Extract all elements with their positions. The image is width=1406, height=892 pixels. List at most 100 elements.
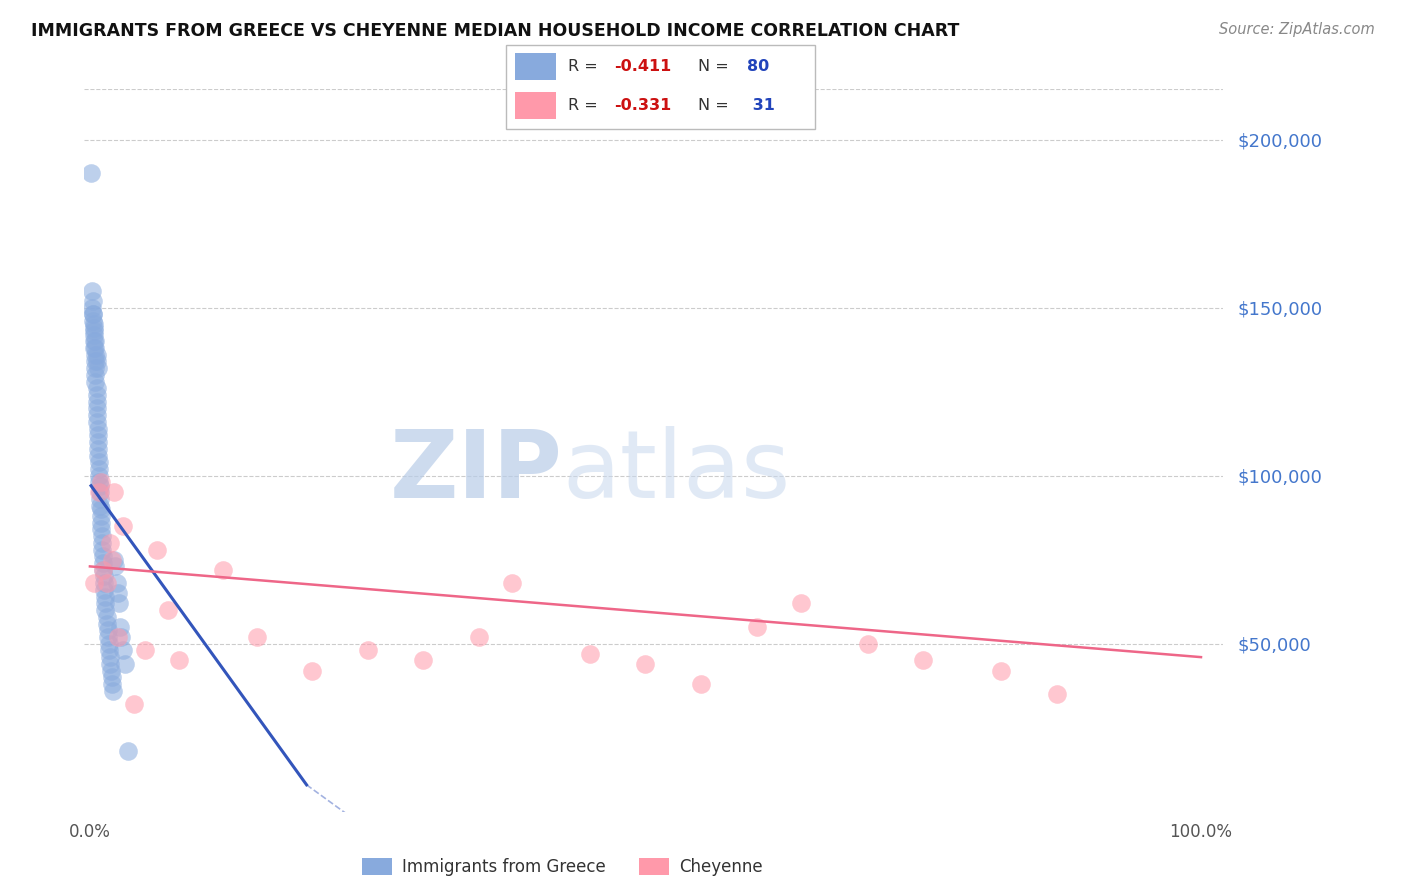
- Point: [745, 620, 768, 634]
- Point: [86, 388, 108, 402]
- Text: -0.411: -0.411: [614, 59, 672, 74]
- Point: [83, 318, 105, 332]
- Point: [412, 653, 434, 667]
- Point: [84, 375, 107, 389]
- Point: [84, 348, 107, 362]
- Point: [100, 664, 122, 678]
- Text: Source: ZipAtlas.com: Source: ZipAtlas.com: [1219, 22, 1375, 37]
- Point: [84, 334, 107, 349]
- Point: [117, 744, 139, 758]
- Point: [96, 616, 118, 631]
- Point: [91, 556, 114, 570]
- Point: [112, 519, 135, 533]
- FancyBboxPatch shape: [506, 45, 815, 129]
- Point: [91, 542, 114, 557]
- Text: N =: N =: [697, 98, 734, 113]
- Point: [990, 664, 1012, 678]
- Point: [80, 166, 103, 180]
- Point: [103, 485, 125, 500]
- Point: [91, 536, 114, 550]
- Point: [90, 475, 112, 490]
- Point: [93, 582, 115, 597]
- Text: R =: R =: [568, 59, 603, 74]
- Point: [86, 442, 108, 456]
- Point: [89, 479, 111, 493]
- Text: -0.331: -0.331: [614, 98, 672, 113]
- Point: [912, 653, 935, 667]
- FancyBboxPatch shape: [516, 92, 555, 120]
- Text: ZIP: ZIP: [389, 426, 562, 518]
- Point: [86, 354, 108, 368]
- Point: [107, 630, 129, 644]
- Point: [84, 368, 107, 382]
- Point: [245, 630, 267, 644]
- Point: [87, 485, 110, 500]
- Point: [94, 590, 117, 604]
- Point: [86, 401, 108, 416]
- Point: [145, 542, 167, 557]
- Point: [86, 408, 108, 422]
- Point: [110, 630, 132, 644]
- Point: [86, 381, 108, 395]
- Point: [82, 307, 104, 321]
- Point: [96, 609, 118, 624]
- Point: [82, 301, 104, 315]
- Point: [83, 324, 105, 338]
- Text: atlas: atlas: [562, 426, 792, 518]
- Point: [108, 620, 131, 634]
- Point: [83, 320, 105, 334]
- Point: [84, 361, 107, 376]
- Point: [86, 415, 108, 429]
- Point: [86, 428, 108, 442]
- Text: 80: 80: [748, 59, 769, 74]
- Legend: Immigrants from Greece, Cheyenne: Immigrants from Greece, Cheyenne: [356, 851, 769, 883]
- Point: [97, 643, 120, 657]
- Point: [634, 657, 657, 671]
- Point: [90, 502, 112, 516]
- Point: [101, 552, 124, 566]
- Point: [124, 697, 146, 711]
- Point: [1045, 687, 1067, 701]
- Point: [87, 455, 110, 469]
- Point: [86, 361, 108, 376]
- Point: [103, 552, 125, 566]
- Point: [82, 293, 104, 308]
- Text: 31: 31: [748, 98, 775, 113]
- Point: [97, 630, 120, 644]
- Point: [101, 670, 124, 684]
- Point: [82, 314, 104, 328]
- Point: [86, 435, 108, 450]
- Text: N =: N =: [697, 59, 734, 74]
- Point: [94, 603, 117, 617]
- Point: [212, 563, 235, 577]
- Point: [84, 354, 107, 368]
- Text: R =: R =: [568, 98, 603, 113]
- Point: [86, 449, 108, 463]
- Point: [83, 327, 105, 342]
- Point: [112, 643, 135, 657]
- Point: [89, 499, 111, 513]
- Point: [96, 576, 118, 591]
- Point: [357, 643, 380, 657]
- Point: [87, 475, 110, 490]
- Point: [91, 529, 114, 543]
- Point: [579, 647, 602, 661]
- Point: [90, 523, 112, 537]
- Point: [167, 653, 190, 667]
- Point: [84, 341, 107, 355]
- Point: [82, 307, 104, 321]
- Point: [86, 348, 108, 362]
- Point: [87, 468, 110, 483]
- Point: [93, 569, 115, 583]
- Point: [90, 516, 112, 530]
- Point: [89, 485, 111, 500]
- Point: [134, 643, 156, 657]
- Point: [156, 603, 179, 617]
- Point: [468, 630, 491, 644]
- Point: [83, 341, 105, 355]
- Point: [98, 536, 121, 550]
- Point: [856, 637, 879, 651]
- Point: [114, 657, 136, 671]
- Point: [107, 586, 129, 600]
- Point: [97, 624, 120, 638]
